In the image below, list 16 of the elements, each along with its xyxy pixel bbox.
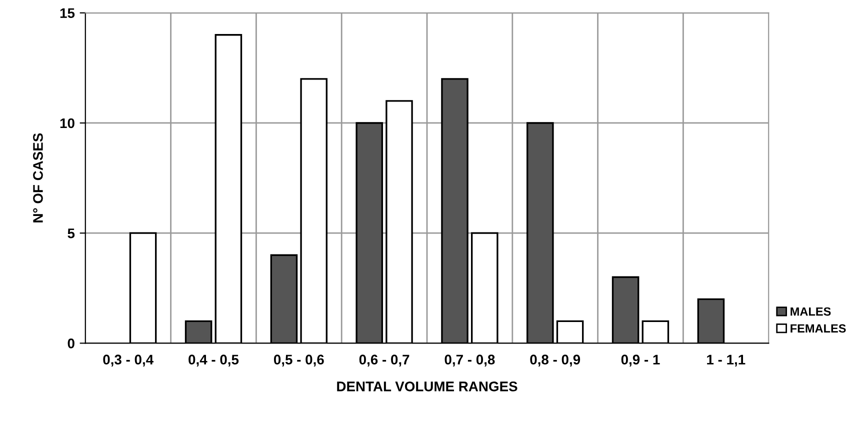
legend-label: MALES <box>790 307 831 316</box>
y-axis-title: N° OF CASES <box>33 133 43 222</box>
x-tick-label: 0,8 - 0,9 <box>530 354 580 367</box>
x-tick-label: 1 - 1,1 <box>707 354 746 367</box>
x-tick-label: 0,9 - 1 <box>621 354 660 367</box>
x-axis-title: DENTAL VOLUME RANGES <box>337 382 518 392</box>
x-tick-label: 0,4 - 0,5 <box>188 354 239 367</box>
y-tick-label: 0 <box>68 338 74 348</box>
y-tick-label: 10 <box>60 118 74 128</box>
x-tick-label: 0,3 - 0,4 <box>103 354 154 367</box>
x-tick-label: 0,7 - 0,8 <box>444 354 495 367</box>
legend-label: FEMALES <box>790 324 846 333</box>
y-tick-label: 5 <box>68 228 75 238</box>
x-tick-label: 0,6 - 0,7 <box>359 354 410 367</box>
x-tick-label: 0,5 - 0,6 <box>274 354 324 367</box>
y-tick-label: 15 <box>60 8 75 18</box>
